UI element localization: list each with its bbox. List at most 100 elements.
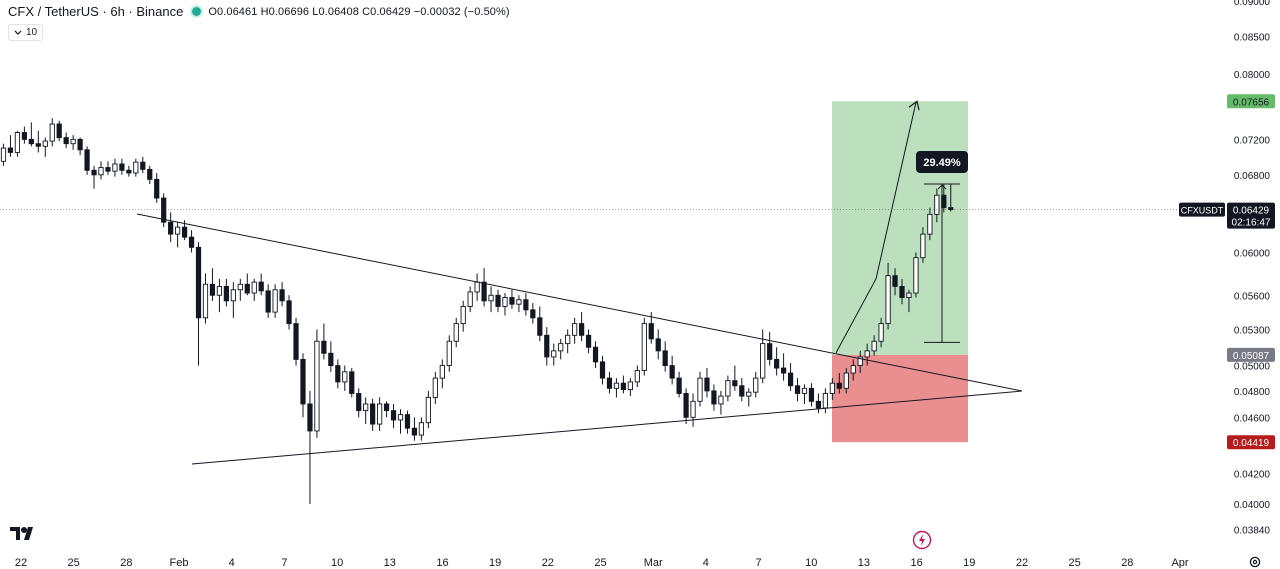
time-axis[interactable]: 22 25 28 Feb 4 7 10 13 16 19 22 25 Mar 4 7 10 13 16 19 22 25… bbox=[0, 546, 1280, 568]
candle bbox=[195, 242, 202, 366]
trendline-drawings[interactable]: 29.49% bbox=[0, 100, 1225, 465]
candle-body bbox=[377, 403, 383, 425]
candle bbox=[258, 273, 264, 296]
price-tick-label: 0.05000 bbox=[1234, 362, 1271, 373]
candle-body bbox=[585, 334, 592, 348]
candle-body bbox=[899, 286, 905, 298]
candle-body bbox=[105, 167, 111, 172]
candle bbox=[871, 335, 877, 356]
candle bbox=[453, 317, 459, 348]
time-tick-label: 16 bbox=[910, 557, 922, 568]
candle-body bbox=[84, 149, 90, 171]
price-axis[interactable]: 0.09000 0.08500 0.08000 0.07200 0.06800 0.060… bbox=[1234, 0, 1271, 536]
candle bbox=[418, 417, 425, 441]
candle bbox=[42, 137, 48, 157]
candle-body bbox=[70, 138, 76, 145]
candle bbox=[56, 120, 62, 142]
price-tick-label: 0.04200 bbox=[1234, 470, 1271, 481]
candle-body bbox=[648, 323, 654, 340]
candle bbox=[530, 303, 536, 324]
candle bbox=[35, 130, 41, 153]
candle-body bbox=[328, 352, 334, 367]
candle bbox=[307, 390, 313, 504]
candle bbox=[70, 135, 76, 150]
candle bbox=[760, 329, 766, 384]
candle bbox=[683, 388, 689, 425]
candle bbox=[349, 368, 355, 398]
candle-body bbox=[202, 283, 209, 319]
lightning-bolt-icon[interactable] bbox=[912, 530, 932, 550]
candle bbox=[620, 375, 627, 394]
candle-body bbox=[49, 123, 55, 142]
candle-body bbox=[237, 283, 243, 291]
indicator-toggle[interactable]: 10 bbox=[8, 24, 44, 41]
candle-body bbox=[551, 350, 557, 358]
candle-body bbox=[815, 400, 822, 409]
candle-body bbox=[864, 350, 870, 358]
candle bbox=[690, 393, 696, 427]
price-tick-label: 0.07200 bbox=[1234, 135, 1271, 146]
candle bbox=[370, 398, 376, 431]
candle bbox=[446, 335, 452, 372]
price-label-bg bbox=[1227, 435, 1275, 450]
candle-body bbox=[293, 323, 299, 360]
candle-body bbox=[35, 143, 41, 147]
candle-body bbox=[307, 403, 313, 432]
candle-body bbox=[425, 396, 431, 424]
candle-body bbox=[934, 194, 940, 215]
candle bbox=[516, 295, 522, 313]
candle bbox=[272, 284, 278, 318]
candle bbox=[627, 378, 633, 397]
candle bbox=[725, 375, 731, 402]
candle bbox=[599, 355, 606, 385]
profit-zone bbox=[832, 101, 968, 355]
market-status-icon bbox=[192, 7, 202, 16]
candle-body bbox=[230, 289, 236, 302]
candle bbox=[244, 273, 250, 296]
tradingview-logo-icon[interactable] bbox=[10, 526, 38, 542]
candle bbox=[585, 329, 592, 354]
time-tick-label: 22 bbox=[15, 557, 27, 568]
candle-body bbox=[140, 161, 146, 170]
candle-body bbox=[168, 221, 174, 235]
candle-body bbox=[147, 168, 153, 180]
price-label-value: 0.07656 bbox=[1233, 97, 1270, 108]
candle-body bbox=[397, 414, 404, 421]
candle-body bbox=[460, 305, 466, 325]
candle-body bbox=[690, 400, 696, 418]
candle-body bbox=[446, 340, 452, 367]
candle bbox=[495, 289, 501, 313]
candle-body bbox=[0, 147, 7, 162]
candle bbox=[77, 137, 83, 156]
candle-body bbox=[725, 380, 731, 397]
candle bbox=[0, 143, 7, 166]
time-tick-label: 25 bbox=[594, 557, 606, 568]
candle-body bbox=[509, 297, 515, 305]
candle bbox=[934, 188, 940, 223]
candle bbox=[815, 393, 822, 414]
candle-body bbox=[7, 147, 14, 153]
candle bbox=[112, 158, 118, 177]
candle-body bbox=[216, 286, 223, 296]
symbol-title[interactable]: CFX / TetherUS · 6h · Binance bbox=[8, 4, 184, 19]
candle bbox=[377, 397, 383, 431]
candle bbox=[739, 378, 745, 402]
candle bbox=[202, 273, 209, 324]
candle-body bbox=[432, 377, 438, 398]
candle bbox=[551, 343, 557, 366]
candle bbox=[356, 388, 362, 418]
gear-icon[interactable] bbox=[1248, 555, 1262, 569]
candle-body bbox=[154, 178, 160, 199]
candle bbox=[697, 371, 703, 407]
candle bbox=[808, 383, 815, 407]
candle bbox=[704, 368, 710, 398]
candle-body bbox=[418, 422, 425, 436]
measure-arrow bbox=[937, 184, 947, 190]
price-tick-label: 0.06800 bbox=[1234, 171, 1271, 182]
long-position-tool[interactable] bbox=[832, 101, 968, 443]
candle-body bbox=[892, 275, 898, 287]
candle bbox=[648, 312, 654, 344]
candle-body bbox=[530, 309, 536, 319]
